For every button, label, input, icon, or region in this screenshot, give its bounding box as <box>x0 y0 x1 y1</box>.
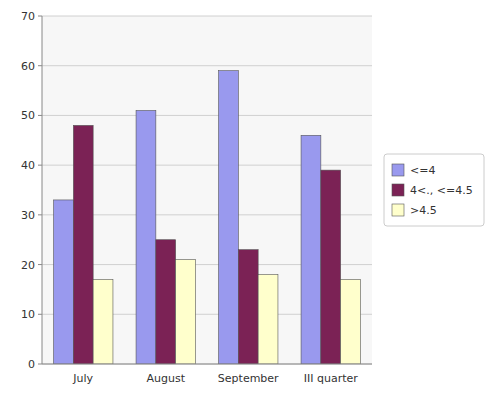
y-tick-label: 70 <box>21 10 35 23</box>
y-tick <box>38 214 42 215</box>
plot-area: 0 10 20 30 40 50 60 70 <box>21 10 372 371</box>
y-tick <box>38 16 42 17</box>
bar <box>54 200 74 364</box>
bar <box>93 279 113 364</box>
y-tick-label: 40 <box>21 159 35 172</box>
bar <box>321 170 341 364</box>
legend-swatch <box>392 204 404 216</box>
grid-line <box>42 364 372 365</box>
legend: <=4 4<., <=4.5 >4.5 <box>384 154 484 226</box>
legend-swatch <box>392 184 404 196</box>
y-tick <box>38 165 42 166</box>
legend-swatch <box>392 164 404 176</box>
bar <box>176 260 196 364</box>
y-tick <box>38 314 42 315</box>
y-tick <box>38 65 42 66</box>
x-tick-label: July <box>72 372 93 385</box>
bar <box>341 279 361 364</box>
chart-svg: 0 10 20 30 40 50 60 70 July August September III qu… <box>0 0 492 400</box>
legend-label: 4<., <=4.5 <box>410 184 473 197</box>
legend-label: >4.5 <box>410 204 437 217</box>
x-tick-label: September <box>218 372 279 385</box>
y-tick-label: 60 <box>21 60 35 73</box>
y-tick-label: 30 <box>21 209 35 222</box>
bar <box>219 71 239 364</box>
y-tick <box>38 364 42 365</box>
y-axis-line <box>42 16 43 364</box>
grid-line <box>42 65 372 66</box>
y-tick-label: 50 <box>21 109 35 122</box>
bar <box>136 110 156 364</box>
bar <box>258 275 278 364</box>
bar <box>73 125 93 364</box>
y-tick <box>38 115 42 116</box>
chart-container: 0 10 20 30 40 50 60 70 July August September III qu… <box>0 0 492 400</box>
x-tick-label: III quarter <box>304 372 359 385</box>
bar <box>301 135 321 364</box>
y-tick-label: 20 <box>21 259 35 272</box>
bar <box>156 240 176 364</box>
y-tick <box>38 264 42 265</box>
y-tick-label: 10 <box>21 308 35 321</box>
x-axis-line <box>42 364 372 365</box>
bar <box>238 250 258 364</box>
plot-background <box>42 16 372 364</box>
grid-line <box>42 16 372 17</box>
bars <box>54 71 361 364</box>
legend-label: <=4 <box>410 164 435 177</box>
x-tick-label: August <box>147 372 186 385</box>
grid-line <box>42 115 372 116</box>
y-tick-label: 0 <box>28 358 35 371</box>
legend-box <box>384 154 484 226</box>
